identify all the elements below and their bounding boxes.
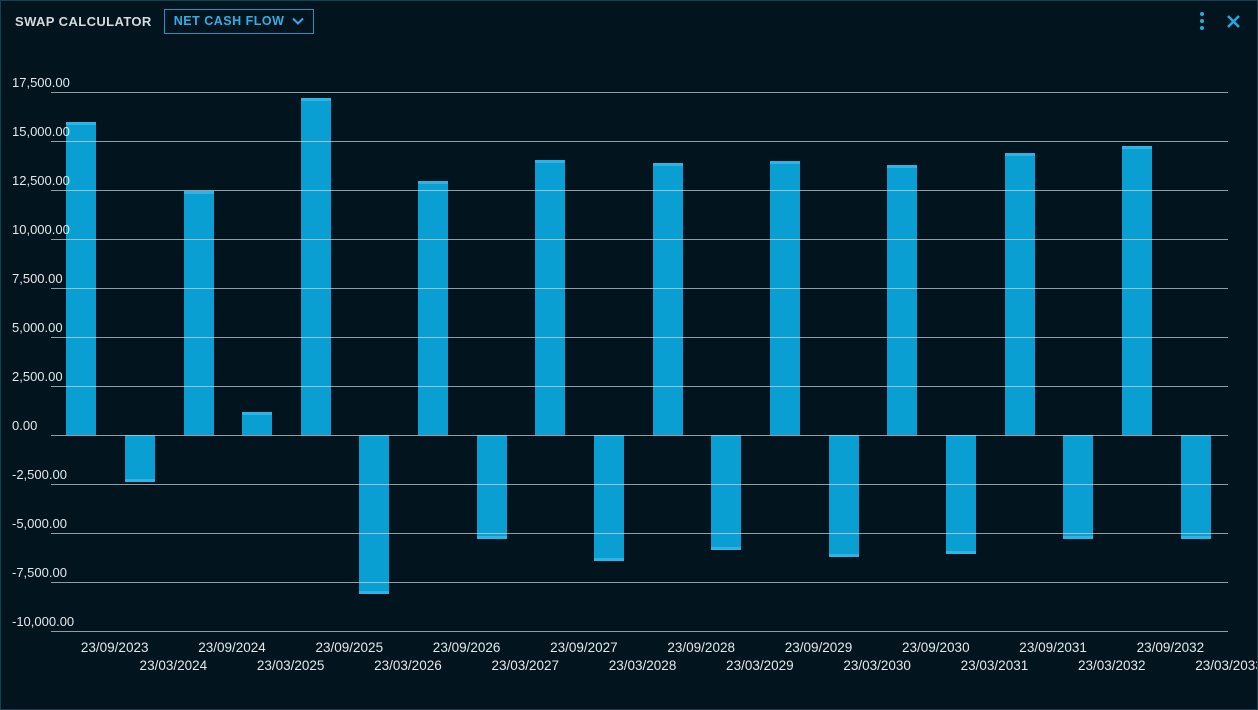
gridline <box>51 239 1228 240</box>
x-axis-label: 23/09/2025 <box>315 640 384 655</box>
bar-23-09-2028[interactable] <box>652 162 683 435</box>
bar-23-09-2024[interactable] <box>183 190 214 435</box>
gridline <box>51 582 1228 583</box>
bar-cap <box>66 122 97 126</box>
metric-dropdown[interactable]: NET CASH FLOW <box>163 8 315 34</box>
gridline <box>51 533 1228 534</box>
bar-cap <box>1121 145 1152 149</box>
x-axis-label: 23/09/2032 <box>1136 640 1205 655</box>
bar-cap <box>594 558 625 562</box>
bar-23-03-2024[interactable] <box>124 435 155 483</box>
x-axis-label: 23/03/2030 <box>843 658 911 673</box>
bar-23-03-2033[interactable] <box>1180 435 1211 539</box>
x-axis-label: 23/09/2031 <box>1019 640 1087 655</box>
x-axis-label: 23/03/2025 <box>256 658 325 673</box>
y-axis-label: 17,500.00 <box>12 75 70 90</box>
bar-cap <box>183 190 214 194</box>
bar-23-03-2030[interactable] <box>828 435 859 557</box>
bar-cap <box>945 550 976 554</box>
titlebar: SWAP CALCULATOR NET CASH FLOW <box>1 1 1257 41</box>
gridline <box>51 288 1228 289</box>
bar-23-09-2030[interactable] <box>887 164 918 435</box>
x-axis-label: 23/09/2026 <box>432 640 501 655</box>
bar-cap <box>1063 535 1094 539</box>
bar-23-09-2023[interactable] <box>66 122 97 435</box>
bar-23-09-2027[interactable] <box>535 159 566 435</box>
bar-cap <box>535 159 566 163</box>
y-axis-label: 2,500.00 <box>12 369 63 384</box>
y-axis-label: 0.00 <box>12 418 38 433</box>
x-axis-label: 23/09/2023 <box>80 640 149 655</box>
gridline <box>51 141 1228 142</box>
bar-cap <box>828 553 859 557</box>
y-axis-label: -5,000.00 <box>12 516 67 531</box>
x-axis-label: 23/03/2028 <box>608 658 677 673</box>
x-axis-label: 23/03/2024 <box>139 658 208 673</box>
x-axis-label: 23/03/2029 <box>726 658 794 673</box>
bar-23-09-2025[interactable] <box>300 97 331 435</box>
bar-23-03-2027[interactable] <box>476 435 507 539</box>
y-axis-label: 7,500.00 <box>12 271 63 286</box>
gridline <box>51 190 1228 191</box>
bar-cap <box>1004 152 1035 156</box>
bar-23-03-2029[interactable] <box>711 435 742 550</box>
bar-23-09-2029[interactable] <box>770 160 800 435</box>
titlebar-actions <box>1196 8 1243 34</box>
x-axis-label: 23/09/2028 <box>667 640 735 655</box>
y-axis-label: -10,000.00 <box>12 614 75 629</box>
gridline <box>51 386 1228 387</box>
bar-23-03-2026[interactable] <box>359 435 390 594</box>
close-icon[interactable] <box>1224 12 1243 31</box>
y-axis-label: -2,500.00 <box>12 467 67 482</box>
metric-dropdown-label: NET CASH FLOW <box>173 14 285 28</box>
bar-23-03-2031[interactable] <box>945 435 976 554</box>
y-axis-label: 5,000.00 <box>12 320 63 335</box>
x-axis-label: 23/03/2032 <box>1077 658 1146 673</box>
gridline <box>51 337 1228 338</box>
y-axis-label: 15,000.00 <box>12 124 70 139</box>
y-axis-label: 10,000.00 <box>12 222 70 237</box>
bar-cap <box>711 546 742 550</box>
bar-23-03-2025[interactable] <box>242 412 273 435</box>
bar-cap <box>359 590 390 594</box>
bar-cap <box>418 181 449 185</box>
kebab-menu-icon[interactable] <box>1196 8 1208 34</box>
x-axis-label: 23/09/2027 <box>550 640 618 655</box>
x-axis-label: 23/03/2026 <box>374 658 442 673</box>
y-axis-label: 12,500.00 <box>12 173 70 188</box>
bar-cap <box>476 535 507 539</box>
chevron-down-icon <box>292 17 305 25</box>
bar-cap <box>300 97 331 101</box>
bar-cap <box>242 412 273 416</box>
y-axis-label: -7,500.00 <box>12 565 67 580</box>
bar-cap <box>770 160 800 164</box>
bar-23-03-2028[interactable] <box>594 435 625 562</box>
x-axis-label: 23/09/2024 <box>198 640 266 655</box>
gridline <box>51 484 1228 485</box>
bar-23-09-2031[interactable] <box>1004 152 1035 435</box>
gridline <box>51 435 1228 436</box>
x-axis-label: 23/09/2030 <box>902 640 970 655</box>
bar-cap <box>652 162 683 166</box>
x-axis-label: 23/03/2027 <box>491 658 560 673</box>
x-axis-label: 23/03/2033 <box>1195 658 1258 673</box>
x-axis-label: 23/09/2029 <box>784 640 853 655</box>
gridline <box>51 631 1228 632</box>
bar-cap <box>887 164 918 168</box>
bar-cap <box>124 479 155 483</box>
bar-cap <box>1180 535 1211 539</box>
bar-23-09-2026[interactable] <box>418 181 449 435</box>
x-axis-label: 23/03/2031 <box>960 658 1029 673</box>
gridline <box>51 92 1228 93</box>
bar-23-03-2032[interactable] <box>1063 435 1094 539</box>
page-title: SWAP CALCULATOR <box>15 13 152 29</box>
